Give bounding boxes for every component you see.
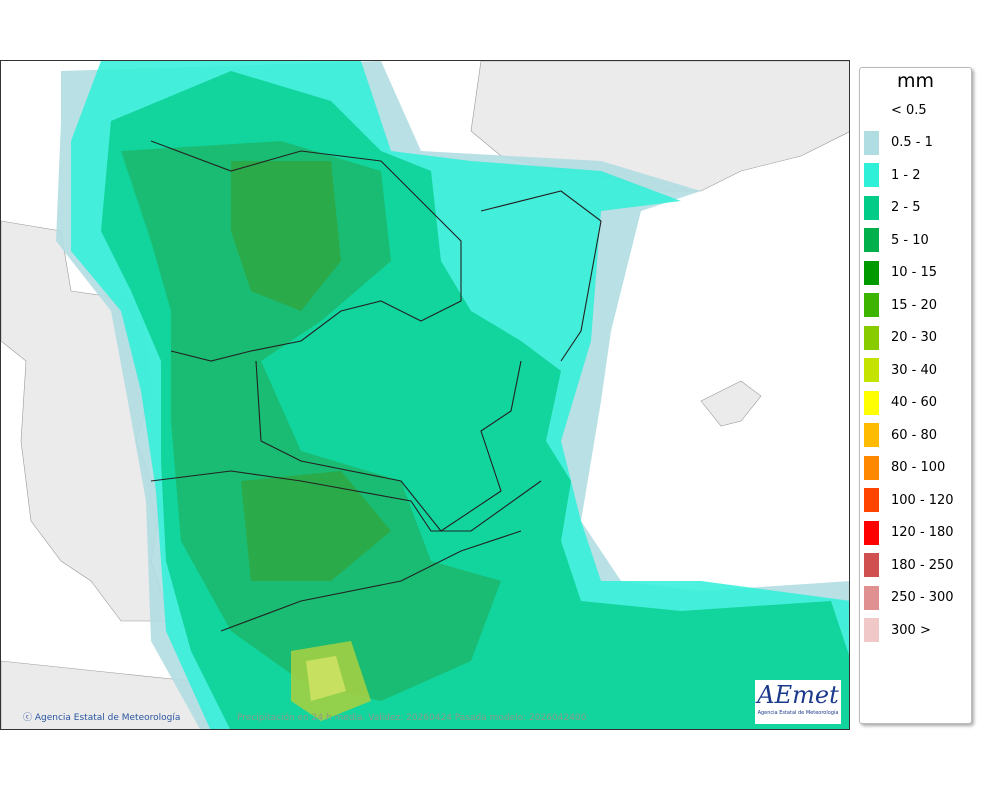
legend-item: 100 - 120	[864, 488, 954, 512]
legend-swatch	[864, 293, 879, 317]
legend-swatch	[864, 488, 879, 512]
legend-item: 40 - 60	[864, 390, 938, 415]
legend-swatch	[864, 423, 879, 447]
legend-item: 300 >	[864, 618, 931, 642]
legend-label: 5 - 10	[891, 232, 929, 248]
map-caption: Precipitación en 24 h media. Validez: 20…	[237, 713, 587, 723]
legend-swatch	[864, 195, 879, 220]
copyright-text: Agencia Estatal de Meteorología	[34, 713, 181, 723]
legend-label: 20 - 30	[891, 330, 938, 345]
legend-item: 2 - 5	[864, 195, 921, 220]
legend-swatch	[864, 455, 879, 480]
legend-item: 120 - 180	[864, 520, 954, 545]
legend-label: 30 - 40	[891, 362, 938, 378]
precipitation-map[interactable]: ⓒ Agencia Estatal de Meteorología Precip…	[0, 60, 850, 730]
precip-20-40	[291, 641, 371, 721]
legend-label: 1 - 2	[891, 167, 921, 183]
legend-label: 15 - 20	[891, 297, 938, 313]
legend-item: 1 - 2	[864, 163, 921, 187]
legend: mm < 0.5 0.5 - 1 1 - 2 2 - 5 5 - 10 10 - 15 15…	[859, 67, 972, 724]
legend-label: 2 - 5	[891, 200, 921, 215]
legend-item: 250 - 300	[864, 585, 954, 610]
legend-label: 60 - 80	[891, 427, 938, 443]
precip-10-20	[231, 161, 391, 581]
logo-text: AEmet	[757, 681, 839, 709]
logo-subtitle: Agencia Estatal de Meteorología	[757, 710, 839, 716]
copyright-notice: ⓒ Agencia Estatal de Meteorología	[23, 713, 181, 723]
legend-swatch	[864, 390, 879, 415]
legend-label: 100 - 120	[891, 492, 954, 508]
legend-item: 15 - 20	[864, 293, 937, 317]
legend-unit: mm	[896, 70, 935, 92]
legend-swatch	[864, 260, 879, 285]
legend-label: 0.5 - 1	[891, 135, 933, 150]
legend-swatch	[864, 553, 879, 577]
legend-label: 120 - 180	[891, 525, 954, 540]
legend-swatch	[864, 618, 879, 642]
legend-label: 10 - 15	[891, 265, 938, 280]
legend-label: 250 - 300	[891, 590, 954, 605]
legend-item: < 0.5	[864, 98, 927, 122]
legend-swatch	[864, 585, 879, 610]
legend-swatch	[864, 228, 879, 252]
legend-item: 180 - 250	[864, 553, 954, 577]
legend-swatch	[864, 163, 879, 187]
legend-swatch	[864, 98, 879, 122]
legend-swatch	[864, 325, 879, 350]
legend-label: 300 >	[891, 622, 931, 638]
legend-label: 40 - 60	[891, 395, 938, 410]
precip-5-10	[121, 141, 501, 701]
legend-item: 0.5 - 1	[864, 130, 933, 155]
legend-item: 30 - 40	[864, 358, 937, 382]
legend-item: 80 - 100	[864, 455, 946, 480]
legend-item: 5 - 10	[864, 228, 929, 252]
legend-label: 180 - 250	[891, 557, 954, 573]
legend-label: 80 - 100	[891, 460, 946, 475]
map-graphic	[1, 61, 849, 729]
legend-swatch	[864, 130, 879, 155]
legend-item: 60 - 80	[864, 423, 937, 447]
legend-item: 10 - 15	[864, 260, 938, 285]
legend-swatch	[864, 520, 879, 545]
legend-item: 20 - 30	[864, 325, 938, 350]
region-borders	[150, 140, 602, 632]
legend-swatch	[864, 358, 879, 382]
aemet-logo: AEmet Agencia Estatal de Meteorología	[755, 680, 841, 724]
legend-label: < 0.5	[891, 102, 927, 118]
